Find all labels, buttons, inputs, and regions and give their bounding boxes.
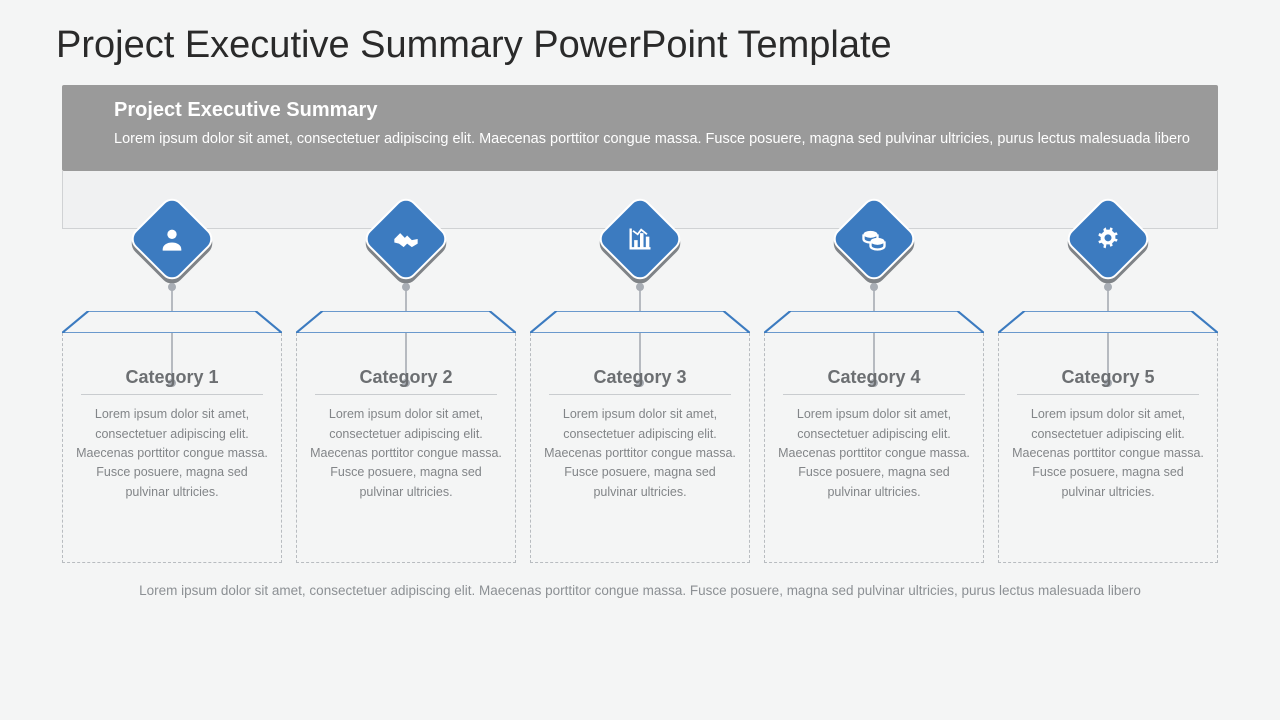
category-desc: Lorem ipsum dolor sit amet, consectetuer… [777,405,971,502]
category-desc: Lorem ipsum dolor sit amet, consectetuer… [75,405,269,502]
coins-icon [860,225,888,253]
gears-icon [1094,225,1122,253]
category-title: Category 4 [777,367,971,388]
person-icon [158,225,186,253]
divider [549,394,731,395]
category-desc: Lorem ipsum dolor sit amet, consectetuer… [309,405,503,502]
category-title: Category 2 [309,367,503,388]
trapezoid-cap [296,311,516,333]
divider [783,394,965,395]
trapezoid-cap [530,311,750,333]
trapezoid-cap [62,311,282,333]
category-card: Category 4 Lorem ipsum dolor sit amet, co… [764,333,984,563]
category-card: Category 3 Lorem ipsum dolor sit amet, co… [530,333,750,563]
divider [1017,394,1199,395]
summary-box: Project Executive Summary Lorem ipsum do… [62,85,1218,171]
summary-desc: Lorem ipsum dolor sit amet, consectetuer… [114,128,1196,151]
category-title: Category 5 [1011,367,1205,388]
icon-band [62,171,1218,229]
handshake-icon [392,225,420,253]
category-desc: Lorem ipsum dolor sit amet, consectetuer… [543,405,737,502]
trapezoid-cap [998,311,1218,333]
categories-row: Category 1 Lorem ipsum dolor sit amet, co… [62,333,1218,563]
page-title: Project Executive Summary PowerPoint Tem… [0,0,1280,67]
footer-text: Lorem ipsum dolor sit amet, consectetuer… [62,581,1218,602]
category-card: Category 5 Lorem ipsum dolor sit amet, co… [998,333,1218,563]
category-card: Category 1 Lorem ipsum dolor sit amet, co… [62,333,282,563]
category-desc: Lorem ipsum dolor sit amet, consectetuer… [1011,405,1205,502]
trapezoid-cap [764,311,984,333]
summary-title: Project Executive Summary [114,99,1196,122]
bar-chart-icon [626,225,654,253]
category-card: Category 2 Lorem ipsum dolor sit amet, co… [296,333,516,563]
category-title: Category 3 [543,367,737,388]
category-title: Category 1 [75,367,269,388]
divider [315,394,497,395]
divider [81,394,263,395]
